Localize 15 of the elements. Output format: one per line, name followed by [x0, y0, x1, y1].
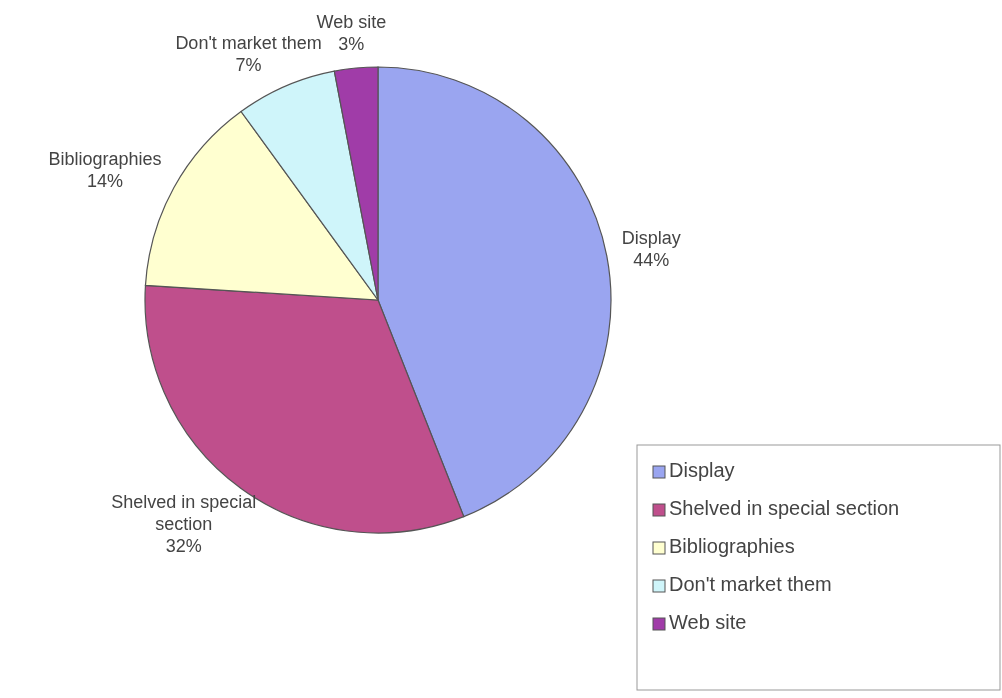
- data-label: 44%: [633, 249, 670, 270]
- data-label: 32%: [165, 535, 202, 556]
- slice-label: Don't market them: [175, 32, 322, 53]
- slice-label: Shelved in special section: [111, 491, 257, 534]
- data-label: 7%: [235, 54, 262, 75]
- slice-label: Bibliographies: [48, 149, 162, 170]
- slice-label: Display: [621, 227, 681, 248]
- legend-label: Display: [669, 459, 735, 482]
- data-label: 14%: [87, 171, 124, 192]
- legend-label: Web site: [669, 611, 747, 634]
- slice-label: Web site: [316, 11, 387, 32]
- legend-label: Shelved in special section: [669, 497, 900, 520]
- data-label: 3%: [338, 33, 365, 54]
- legend-label: Don't market them: [669, 573, 832, 596]
- legend-label: Bibliographies: [669, 535, 795, 558]
